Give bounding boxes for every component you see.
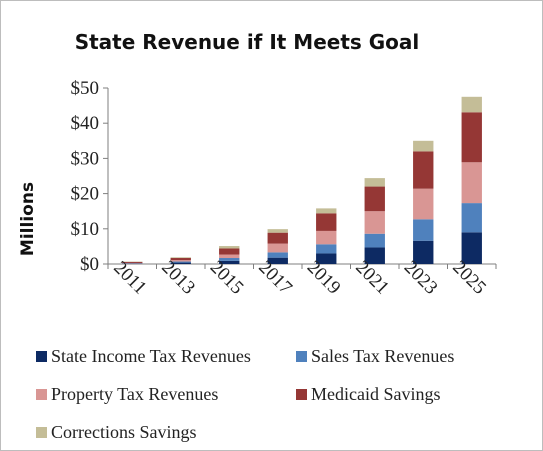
y-tick-labels: $0 $10 $20 $30 $40 $50 — [71, 78, 100, 275]
chart-title: State Revenue if It Meets Goal — [74, 30, 420, 54]
bar-segment-2011-series-4 — [122, 261, 143, 263]
chart-bars — [122, 96, 482, 264]
bar-segment-2017-series-1 — [267, 257, 288, 264]
bar-segment-2013-series-5 — [170, 257, 191, 259]
legend-item: State Income Tax Revenues — [36, 346, 251, 367]
bar-segment-2017-series-3 — [267, 243, 288, 253]
bar-segment-2015-series-2 — [219, 258, 240, 261]
bar-segment-2021-series-4 — [364, 186, 385, 212]
y-tick-label: $30 — [71, 148, 100, 169]
bar-segment-2015-series-3 — [219, 254, 240, 259]
x-tick-label: 2023 — [400, 257, 442, 299]
x-tick-label: 2013 — [157, 257, 199, 299]
legend-swatch — [36, 351, 47, 362]
legend-item: Medicaid Savings — [296, 384, 440, 405]
bar-segment-2023-series-5 — [413, 140, 434, 152]
bar-segment-2013-series-4 — [170, 258, 191, 261]
bar-segment-2013-series-1 — [170, 262, 191, 264]
bar-segment-2015-series-5 — [219, 246, 240, 249]
legend-label: Medicaid Savings — [311, 384, 441, 404]
x-tick-label: 2015 — [206, 257, 248, 299]
legend-item: Corrections Savings — [36, 422, 197, 443]
bar-segment-2023-series-4 — [413, 151, 434, 189]
y-tick-label: $20 — [71, 184, 100, 205]
bar-segment-2023-series-2 — [413, 219, 434, 241]
legend-item: Sales Tax Revenues — [296, 346, 454, 367]
legend-swatch — [296, 351, 307, 362]
bar-segment-2017-series-4 — [267, 232, 288, 244]
bar-segment-2013-series-2 — [170, 261, 191, 263]
bar-segment-2021-series-1 — [364, 247, 385, 264]
legend-label: Corrections Savings — [51, 422, 197, 442]
bar-segment-2019-series-2 — [316, 244, 337, 254]
x-tick-label: 2021 — [351, 257, 393, 299]
x-tick-label: 2019 — [303, 257, 345, 299]
bar-segment-2019-series-3 — [316, 230, 337, 245]
bar-segment-2025-series-3 — [461, 162, 482, 204]
legend-swatch — [36, 427, 47, 438]
bar-segment-2023-series-1 — [413, 240, 434, 264]
x-tick-label: 2025 — [448, 257, 490, 299]
bar-segment-2019-series-4 — [316, 213, 337, 231]
legend-label: State Income Tax Revenues — [51, 346, 251, 366]
bar-segment-2017-series-2 — [267, 252, 288, 258]
legend-label: Property Tax Revenues — [51, 384, 219, 404]
bar-segment-2023-series-3 — [413, 188, 434, 220]
y-tick-label: $40 — [71, 113, 100, 134]
y-tick-label: $0 — [80, 254, 99, 275]
bar-segment-2021-series-5 — [364, 178, 385, 187]
bar-segment-2021-series-2 — [364, 233, 385, 248]
bar-segment-2019-series-1 — [316, 253, 337, 264]
bar-segment-2021-series-3 — [364, 211, 385, 234]
bar-segment-2015-series-4 — [219, 248, 240, 255]
y-tick-label: $10 — [71, 219, 100, 240]
bar-segment-2025-series-2 — [461, 203, 482, 233]
chart-axes — [103, 87, 497, 269]
y-axis-label: Millions — [18, 182, 38, 256]
x-tick-label: 2017 — [254, 257, 296, 299]
bar-segment-2017-series-5 — [267, 229, 288, 233]
legend-swatch — [36, 389, 47, 400]
bar-segment-2025-series-5 — [461, 96, 482, 113]
bar-segment-2013-series-3 — [170, 260, 191, 262]
legend-swatch — [296, 389, 307, 400]
legend-item: Property Tax Revenues — [36, 384, 218, 405]
bar-segment-2025-series-1 — [461, 232, 482, 264]
legend-label: Sales Tax Revenues — [311, 346, 455, 366]
bar-segment-2025-series-4 — [461, 112, 482, 163]
y-tick-label: $50 — [71, 78, 100, 99]
bar-segment-2019-series-5 — [316, 208, 337, 214]
bar-segment-2015-series-1 — [219, 260, 240, 264]
